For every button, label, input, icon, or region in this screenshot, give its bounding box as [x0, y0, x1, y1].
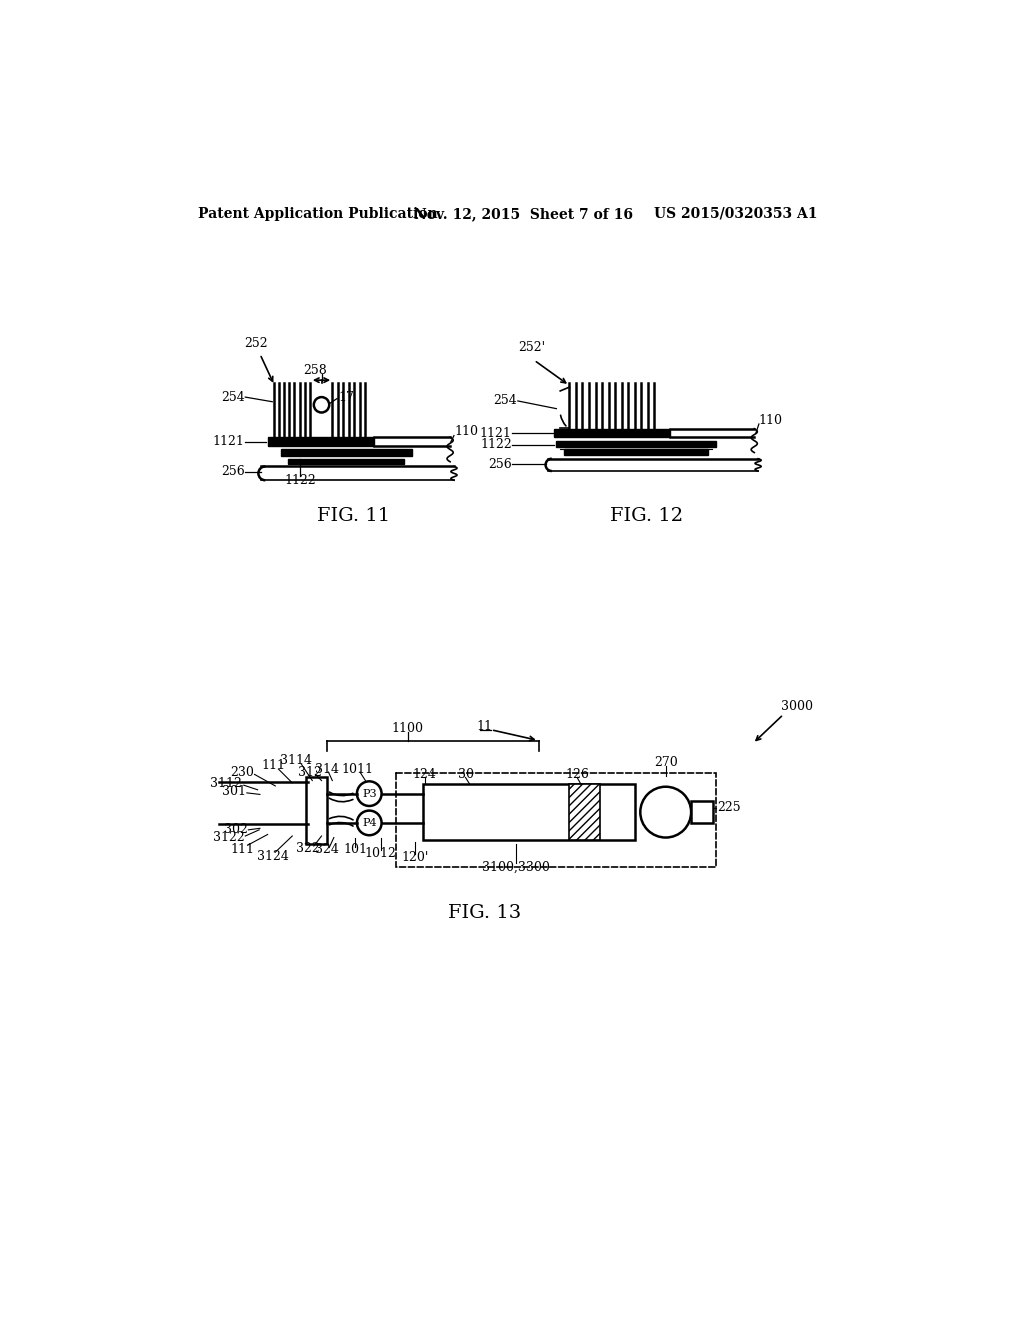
Circle shape	[640, 787, 691, 837]
Text: 230: 230	[229, 766, 254, 779]
Text: 254: 254	[221, 391, 245, 404]
Text: 256: 256	[221, 465, 245, 478]
Text: 301: 301	[222, 785, 246, 797]
Text: 314: 314	[315, 763, 339, 776]
Text: 324: 324	[315, 843, 339, 857]
Bar	[423, 784, 635, 840]
Text: 252': 252'	[518, 341, 546, 354]
Text: 3124: 3124	[257, 850, 289, 862]
Text: FIG. 13: FIG. 13	[449, 904, 521, 921]
Text: 110: 110	[759, 413, 783, 426]
Text: 258: 258	[303, 364, 328, 378]
FancyArrowPatch shape	[560, 416, 566, 426]
Circle shape	[313, 397, 330, 413]
Text: US 2015/0320353 A1: US 2015/0320353 A1	[654, 207, 817, 220]
Text: 17: 17	[339, 391, 354, 404]
Text: FIG. 12: FIG. 12	[610, 507, 683, 525]
Text: 124: 124	[413, 768, 436, 781]
Text: 1012: 1012	[365, 847, 396, 861]
Text: 1122: 1122	[284, 474, 315, 487]
Text: 1011: 1011	[342, 763, 374, 776]
Text: 111: 111	[230, 842, 254, 855]
Circle shape	[357, 810, 382, 836]
Bar	[267, 437, 374, 446]
Text: 110: 110	[454, 425, 478, 438]
Text: 1121: 1121	[213, 436, 245, 449]
Text: Patent Application Publication: Patent Application Publication	[199, 207, 438, 220]
Text: 256: 256	[488, 458, 512, 471]
Bar	[564, 449, 708, 455]
Bar	[289, 459, 403, 465]
Bar	[396, 774, 716, 867]
Text: 1100: 1100	[392, 722, 424, 735]
Text: 302: 302	[223, 822, 248, 836]
Bar	[691, 801, 713, 822]
Text: 1121: 1121	[480, 426, 512, 440]
Circle shape	[357, 781, 382, 807]
Text: 101: 101	[343, 843, 368, 857]
Text: 30: 30	[458, 768, 473, 781]
Text: 3000: 3000	[781, 700, 813, 713]
Text: 11: 11	[477, 721, 493, 733]
Bar	[569, 784, 600, 840]
Text: 111: 111	[261, 759, 285, 772]
Bar	[556, 441, 716, 447]
Bar	[554, 429, 670, 437]
Text: 3114: 3114	[281, 754, 312, 767]
Text: P4: P4	[361, 818, 377, 828]
Text: Nov. 12, 2015  Sheet 7 of 16: Nov. 12, 2015 Sheet 7 of 16	[414, 207, 633, 220]
Text: 254: 254	[494, 395, 517, 408]
Text: 270: 270	[654, 755, 678, 768]
Text: 3122: 3122	[213, 832, 245, 843]
Text: 312: 312	[298, 766, 322, 779]
Text: 3100,3300: 3100,3300	[481, 861, 550, 874]
Text: 120': 120'	[401, 851, 429, 865]
Bar	[281, 449, 412, 457]
Text: 3112: 3112	[210, 777, 243, 791]
Text: 225: 225	[717, 801, 741, 814]
Text: 252: 252	[245, 337, 268, 350]
Bar	[306, 776, 327, 843]
Text: 1122: 1122	[480, 438, 512, 451]
Text: P3: P3	[361, 788, 377, 799]
Text: FIG. 11: FIG. 11	[317, 507, 390, 525]
Text: 126: 126	[565, 768, 589, 781]
Text: 322: 322	[296, 842, 319, 855]
